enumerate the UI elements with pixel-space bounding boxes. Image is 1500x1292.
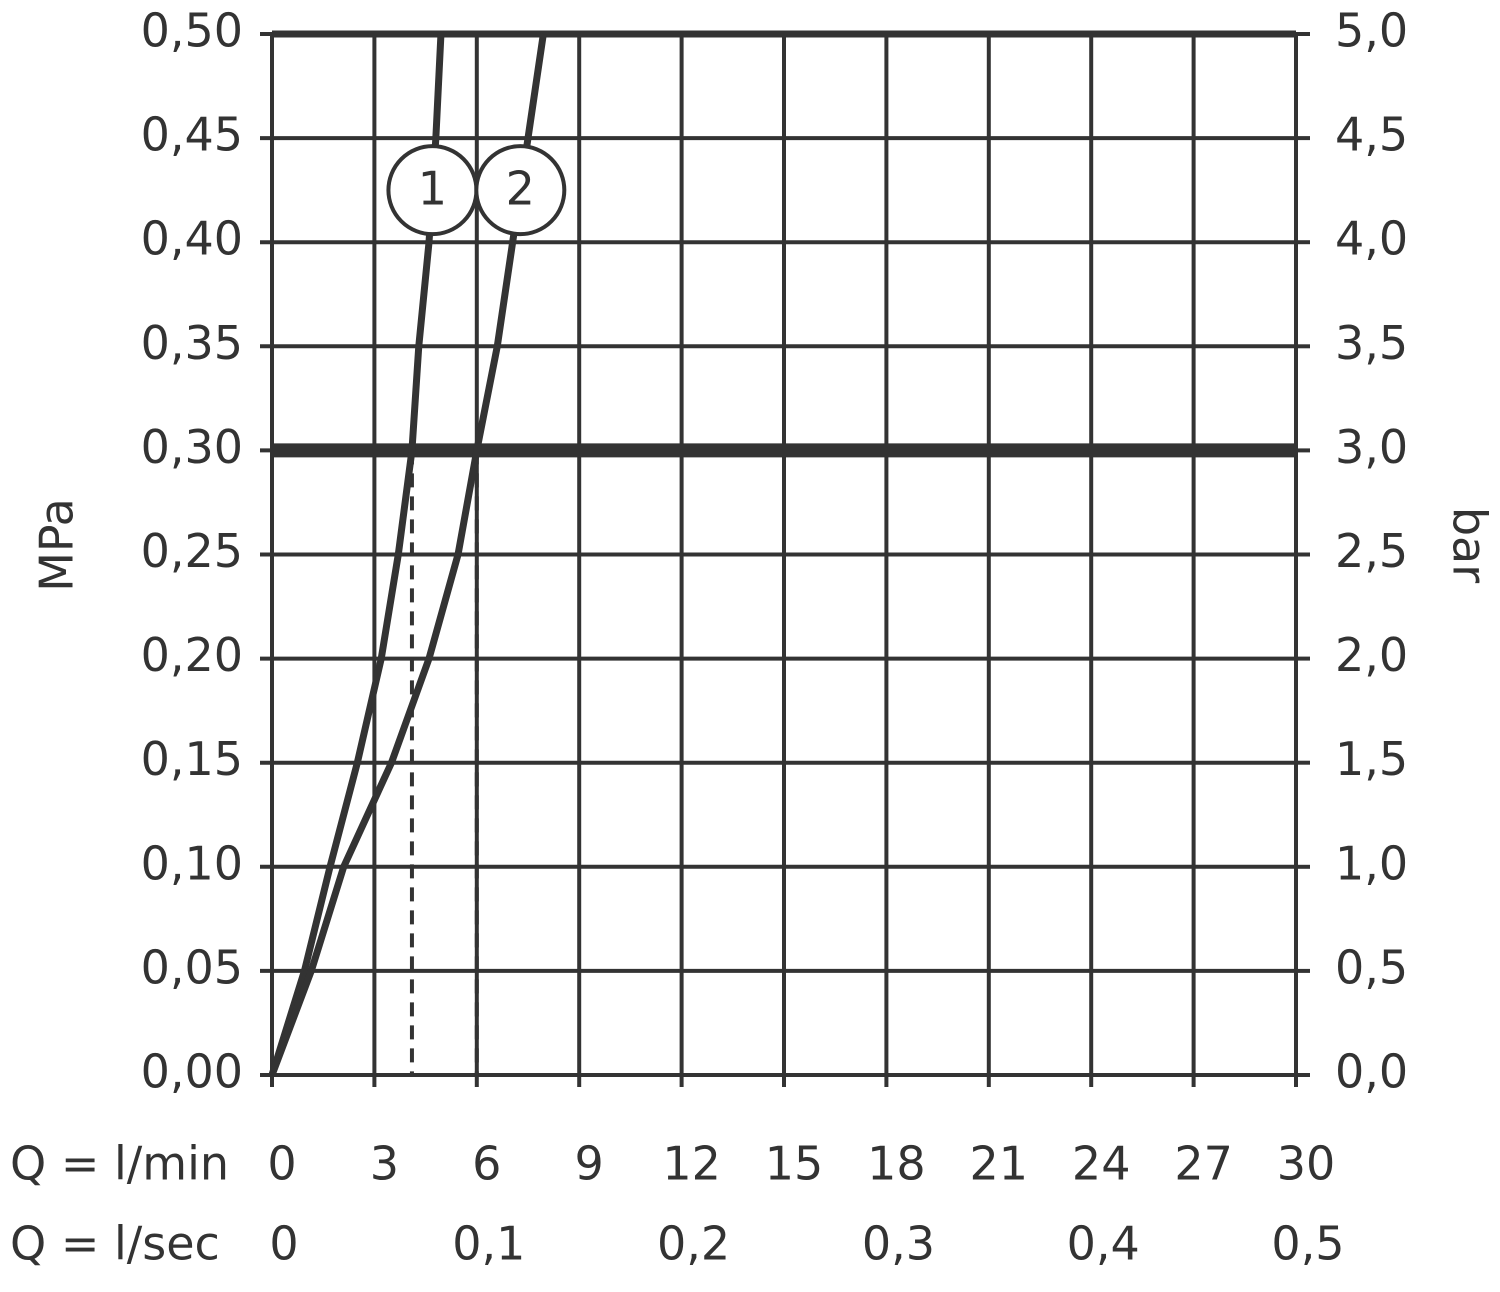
- x-tick-label: 12: [662, 1137, 721, 1191]
- y-tick-label: 0,25: [141, 524, 243, 578]
- y2-tick-label: 5,0: [1335, 4, 1408, 58]
- y-tick-label: 0,20: [141, 628, 243, 682]
- x2-axis-label: Q = l/sec: [10, 1217, 220, 1271]
- x2-tick-label: 0,1: [452, 1217, 525, 1271]
- y2-tick-label: 3,0: [1335, 420, 1408, 474]
- y-tick-label: 0,30: [141, 420, 243, 474]
- y-tick-label: 0,35: [141, 316, 243, 370]
- x-tick-label: 24: [1072, 1137, 1131, 1191]
- y-tick-label: 0,45: [141, 108, 243, 162]
- x-tick-label: 18: [867, 1137, 926, 1191]
- x-tick-label: 9: [575, 1137, 604, 1191]
- x2-tick-label: 0,3: [862, 1217, 935, 1271]
- y-tick-label: 0,10: [141, 836, 243, 890]
- y2-tick-label: 2,0: [1335, 628, 1408, 682]
- x-tick-label: 3: [370, 1137, 399, 1191]
- x-tick-label: 0: [267, 1137, 296, 1191]
- y-tick-label: 0,50: [141, 4, 243, 58]
- curve-label: 1: [418, 162, 447, 216]
- y-tick-label: 0,00: [141, 1045, 243, 1099]
- curve-marker: [474, 144, 567, 237]
- x-tick-label: 21: [970, 1137, 1029, 1191]
- x-tick-label: 6: [472, 1137, 501, 1191]
- curve-label: 2: [506, 162, 535, 216]
- y2-tick-label: 1,0: [1335, 836, 1408, 890]
- y2-tick-label: 4,5: [1335, 108, 1408, 162]
- y2-axis-label: bar: [1443, 507, 1497, 583]
- x2-tick-label: 0,2: [657, 1217, 730, 1271]
- y2-tick-label: 2,5: [1335, 524, 1408, 578]
- y2-tick-label: 3,5: [1335, 316, 1408, 370]
- y-tick-label: 0,05: [141, 940, 243, 994]
- x-axis-label: Q = l/min: [10, 1137, 229, 1191]
- y2-tick-label: 0,5: [1335, 940, 1408, 994]
- y-axis-label: MPa: [30, 498, 84, 592]
- y2-tick-label: 4,0: [1335, 212, 1408, 266]
- x-tick-label: 15: [765, 1137, 824, 1191]
- x-tick-label: 27: [1174, 1137, 1233, 1191]
- x2-tick-label: 0,4: [1067, 1217, 1140, 1271]
- y2-tick-label: 1,5: [1335, 732, 1408, 786]
- y-tick-label: 0,40: [141, 212, 243, 266]
- y2-tick-label: 0,0: [1335, 1045, 1408, 1099]
- y-tick-label: 0,15: [141, 732, 243, 786]
- x2-tick-label: 0,5: [1271, 1217, 1344, 1271]
- x-tick-label: 30: [1277, 1137, 1336, 1191]
- x2-tick-label: 0: [269, 1217, 298, 1271]
